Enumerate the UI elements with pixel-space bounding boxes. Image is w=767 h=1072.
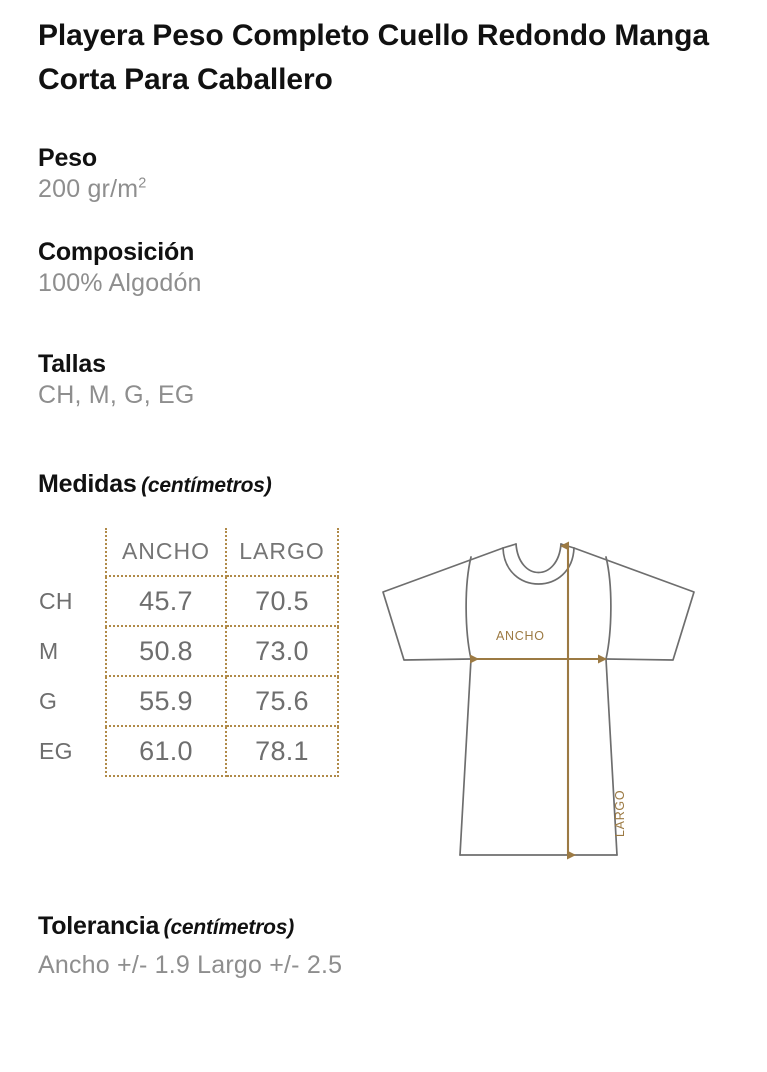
table-corner-cell — [38, 528, 106, 576]
column-header-largo: LARGO — [225, 528, 339, 577]
spec-value-peso-main: 200 gr/m — [38, 175, 139, 203]
table-header-row: ANCHO LARGO — [38, 528, 339, 577]
table-row: EG 61.0 78.1 — [38, 726, 339, 777]
largo-label: LARGO — [613, 790, 627, 837]
tshirt-outline — [382, 543, 695, 856]
medidas-heading-units: (centímetros) — [141, 474, 272, 497]
table-row: CH 45.7 70.5 — [38, 576, 339, 627]
measurements-table: ANCHO LARGO CH 45.7 70.5 M 50.8 73.0 G 5… — [38, 528, 339, 777]
spec-label-peso: Peso — [38, 144, 97, 172]
cell-largo: 75.6 — [225, 676, 339, 727]
spec-label-composicion: Composición — [38, 238, 195, 266]
table-row: M 50.8 73.0 — [38, 626, 339, 677]
spec-value-tallas: CH, M, G, EG — [38, 381, 195, 409]
cell-largo: 70.5 — [225, 576, 339, 627]
spec-label-tallas: Tallas — [38, 350, 106, 378]
tshirt-measurement-diagram: ANCHO LARGO — [372, 524, 752, 874]
cell-largo: 78.1 — [225, 726, 339, 777]
spec-block-composicion: Composición 100% Algodón — [38, 237, 202, 299]
tolerancia-heading: Tolerancia (centímetros) — [38, 912, 294, 941]
ancho-label: ANCHO — [496, 629, 545, 643]
cell-ancho: 61.0 — [105, 726, 227, 777]
tolerancia-heading-bold: Tolerancia — [38, 912, 160, 940]
medidas-heading-bold: Medidas — [38, 470, 137, 498]
column-header-ancho: ANCHO — [105, 528, 227, 577]
spec-value-peso-superscript: 2 — [138, 175, 147, 192]
spec-block-peso: Peso 200 gr/m2 — [38, 143, 147, 205]
row-label-size: EG — [39, 737, 73, 764]
spec-value-composicion: 100% Algodón — [38, 269, 202, 297]
tshirt-icon: ANCHO LARGO — [382, 541, 695, 860]
spec-block-tallas: Tallas CH, M, G, EG — [38, 349, 195, 411]
tolerancia-heading-units: (centímetros) — [163, 916, 295, 939]
cell-ancho: 50.8 — [105, 626, 227, 677]
medidas-heading: Medidas (centímetros) — [38, 470, 272, 499]
cell-ancho: 45.7 — [105, 576, 227, 627]
row-label-size: CH — [39, 587, 73, 614]
table-row: G 55.9 75.6 — [38, 676, 339, 727]
spec-value-peso: 200 gr/m2 — [38, 173, 147, 205]
cell-largo: 73.0 — [225, 626, 339, 677]
row-label-size: M — [39, 637, 59, 664]
cell-ancho: 55.9 — [105, 676, 227, 727]
tolerancia-value: Ancho +/- 1.9 Largo +/- 2.5 — [38, 951, 343, 979]
page-title: Playera Peso Completo Cuello Redondo Man… — [38, 19, 709, 96]
row-label-size: G — [39, 687, 58, 714]
